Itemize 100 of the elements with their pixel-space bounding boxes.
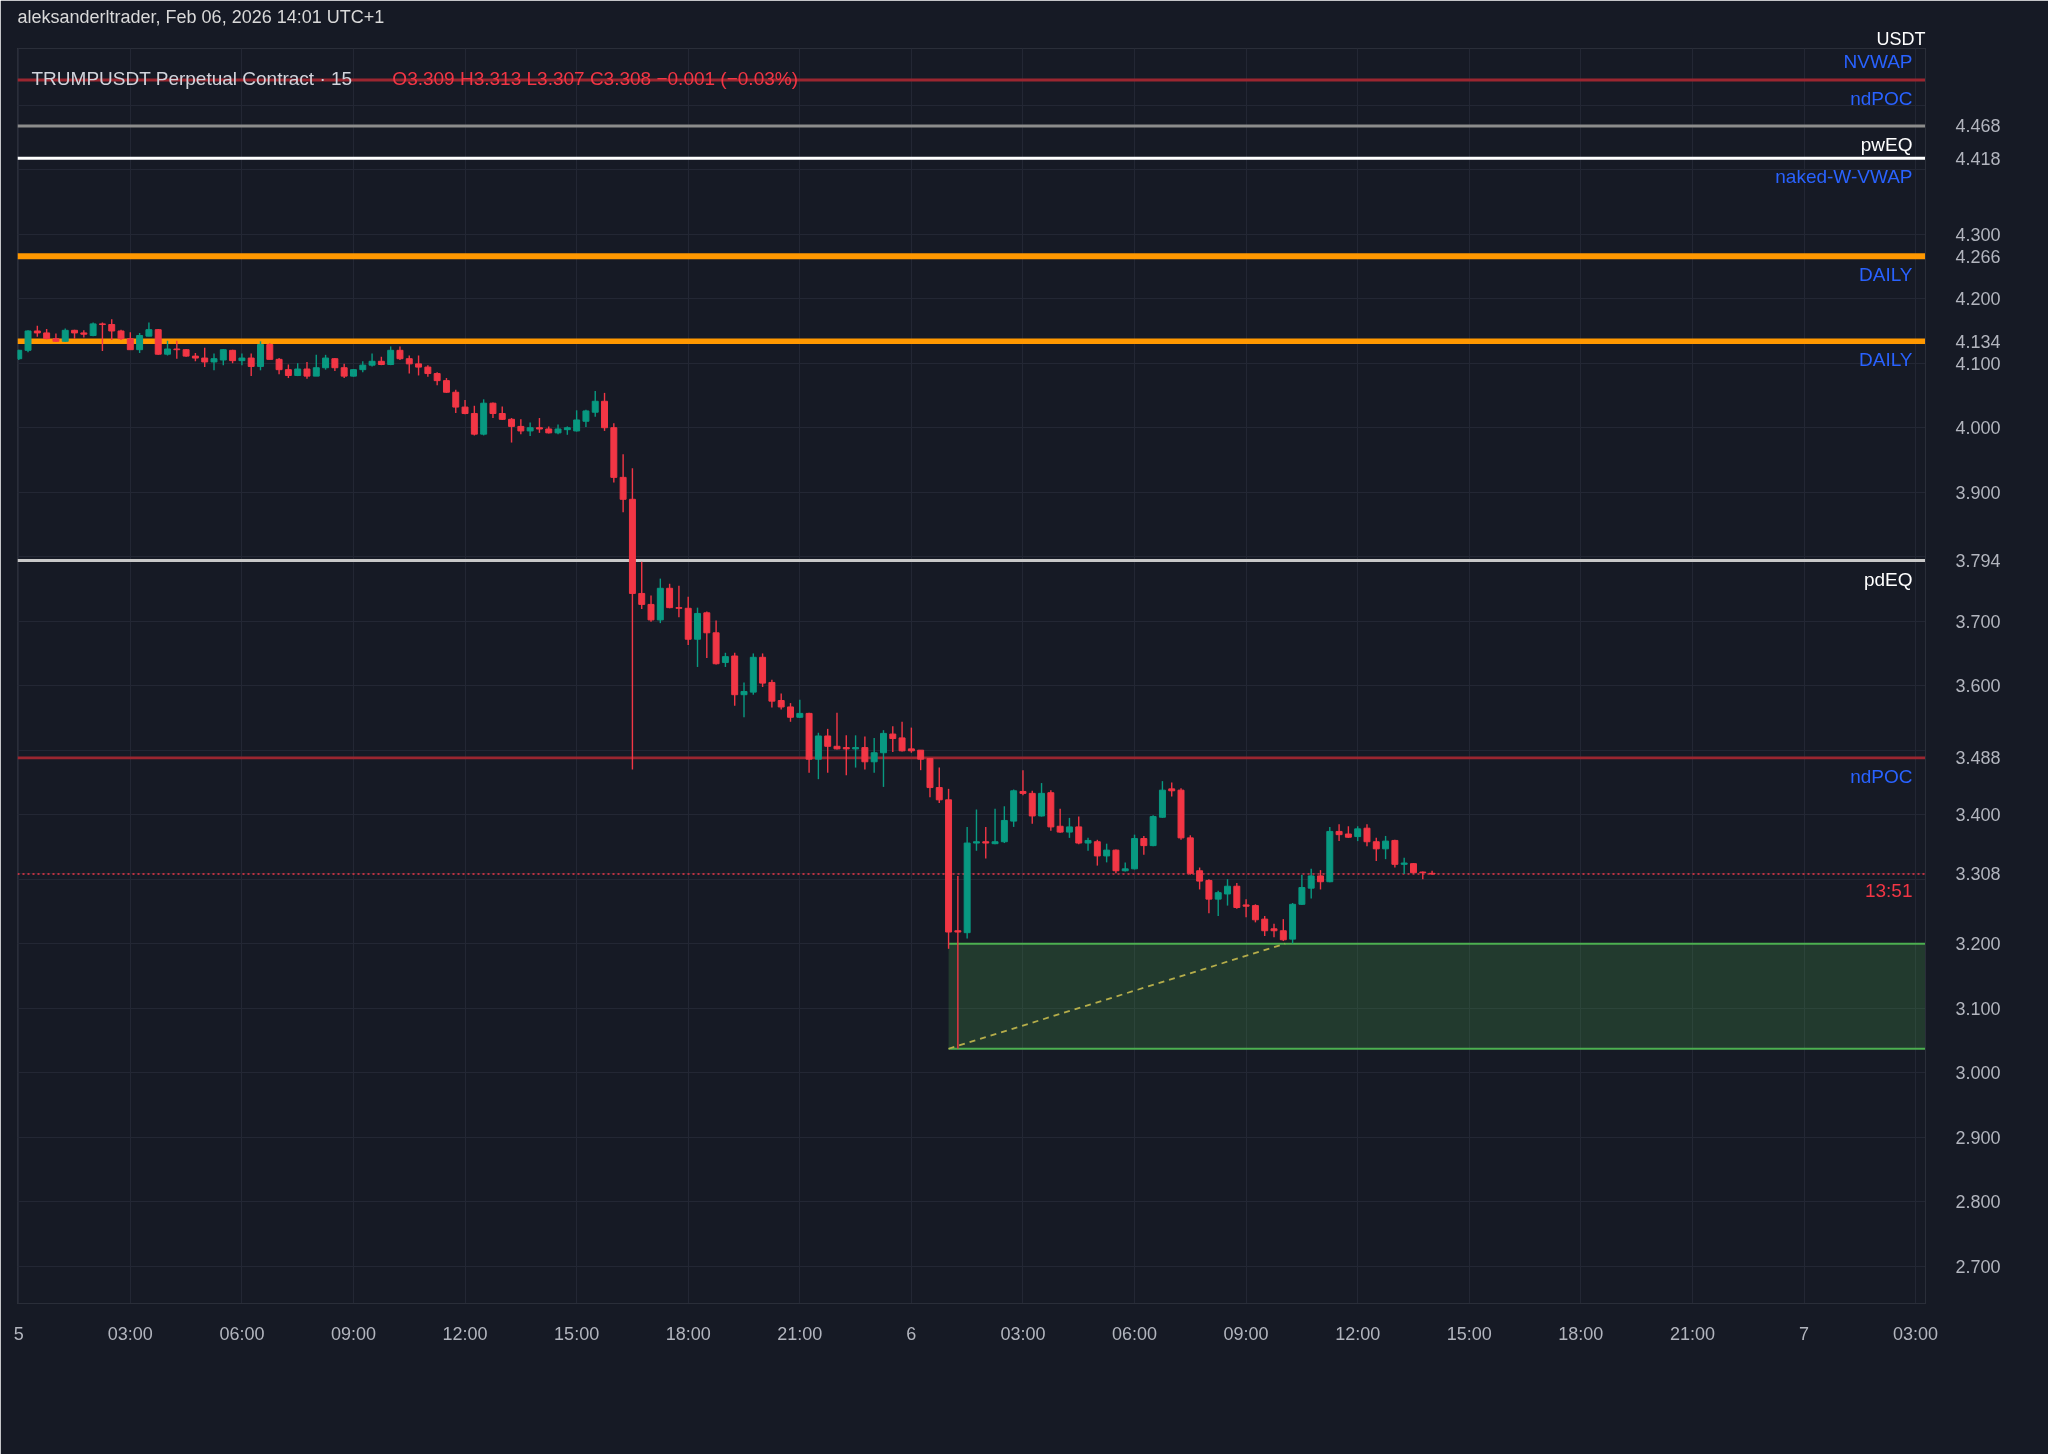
candlestick xyxy=(136,332,144,354)
ref-line-label: ndPOC xyxy=(1850,765,1913,787)
x-tick-label: 06:00 xyxy=(219,1323,265,1344)
candlestick xyxy=(619,453,627,513)
candlestick xyxy=(1242,898,1250,918)
candlestick xyxy=(675,585,683,619)
y-tick-label: 3.794 xyxy=(1955,551,2001,572)
candlestick xyxy=(1335,823,1343,842)
candlestick xyxy=(1084,837,1092,852)
candlestick xyxy=(842,734,850,777)
candlestick xyxy=(917,749,925,771)
candlestick xyxy=(1056,808,1064,834)
text: aleksanderltrader, Feb 06, 2026 14:01 UTC+1 xyxy=(17,6,385,27)
y-tick-label: 3.100 xyxy=(1955,998,2001,1019)
candlestick xyxy=(1093,839,1101,867)
candlestick xyxy=(1038,782,1046,818)
candlestick xyxy=(991,808,999,846)
y-tick-label: 4.300 xyxy=(1955,224,2001,245)
ref-line-label: DAILY xyxy=(1859,349,1913,371)
candlestick xyxy=(1251,903,1259,924)
candlestick xyxy=(935,766,943,804)
candlestick xyxy=(889,725,897,753)
candlestick xyxy=(907,726,915,754)
ref-line-label: pdEQ xyxy=(1863,568,1913,590)
x-tick-label: 7 xyxy=(1799,1323,1810,1344)
annotation: NVWAP xyxy=(1843,50,1913,72)
candlestick xyxy=(861,735,869,771)
candlestick xyxy=(1103,842,1111,864)
y-tick-label: 3.700 xyxy=(1955,611,2001,632)
candlestick xyxy=(415,354,423,377)
y-axis-title: USDT xyxy=(1876,28,1926,49)
x-tick-label: 09:00 xyxy=(330,1323,376,1344)
candlestick xyxy=(1382,835,1390,860)
candlestick xyxy=(452,388,460,414)
candlestick xyxy=(880,729,887,788)
candlestick xyxy=(1270,922,1278,938)
candlestick xyxy=(1214,890,1222,917)
candlestick xyxy=(1233,882,1241,910)
candlestick xyxy=(1205,878,1213,915)
candlestick xyxy=(1065,817,1073,839)
candlestick xyxy=(870,737,878,774)
y-tick-label: 3.400 xyxy=(1955,805,2001,826)
candlestick xyxy=(210,352,218,372)
y-tick-label: 4.418 xyxy=(1955,148,2001,169)
y-tick-label: 2.700 xyxy=(1955,1256,2001,1277)
ref-line-label: DAILY xyxy=(1859,264,1913,286)
candlestick xyxy=(405,354,413,375)
candlestick xyxy=(796,699,804,719)
candlestick xyxy=(1363,823,1371,847)
candlestick xyxy=(1028,790,1036,825)
x-tick-label: 03:00 xyxy=(1000,1323,1046,1344)
candlestick xyxy=(470,405,478,437)
y-tick-label: 3.200 xyxy=(1955,934,2001,955)
y-tick-label: 3.308 xyxy=(1955,864,2001,885)
y-tick-label: 4.000 xyxy=(1955,418,2001,439)
x-tick-label: 5 xyxy=(13,1323,24,1344)
x-tick-label: 06:00 xyxy=(1112,1323,1158,1344)
candlestick xyxy=(982,826,990,860)
candlestick xyxy=(638,561,646,610)
candlestick xyxy=(852,734,860,769)
candlestick xyxy=(740,681,748,718)
ref-line-label: pwEQ xyxy=(1860,133,1913,155)
candlestick xyxy=(312,354,320,377)
annotation: 13:51 xyxy=(1864,879,1913,901)
candlestick xyxy=(201,347,209,368)
candlestick xyxy=(1400,857,1408,875)
candlestick xyxy=(1140,835,1148,856)
candlestick xyxy=(173,339,181,360)
x-tick-label: 18:00 xyxy=(665,1323,711,1344)
candlestick xyxy=(1224,878,1231,907)
y-tick-label: 4.200 xyxy=(1955,289,2001,310)
y-tick-label: 4.134 xyxy=(1955,331,2001,352)
x-tick-label: 15:00 xyxy=(1446,1323,1492,1344)
x-tick-label: 21:00 xyxy=(777,1323,823,1344)
x-tick-label: 12:00 xyxy=(442,1323,488,1344)
y-tick-label: 3.900 xyxy=(1955,482,2001,503)
y-tick-label: 4.468 xyxy=(1955,116,2001,137)
candlestick xyxy=(824,728,832,774)
candlestick xyxy=(508,417,516,444)
candlestick xyxy=(787,702,794,723)
x-tick-label: 12:00 xyxy=(1335,1323,1381,1344)
y-tick-label: 2.900 xyxy=(1955,1127,2001,1148)
candlestick xyxy=(1307,868,1315,900)
candlestick xyxy=(833,712,841,751)
ref-line-label: ndPOC xyxy=(1850,88,1913,110)
x-tick-label: 15:00 xyxy=(554,1323,600,1344)
y-tick-label: 2.800 xyxy=(1955,1192,2001,1213)
candlestick xyxy=(1372,837,1380,862)
candlestick xyxy=(257,340,264,372)
candlestick xyxy=(1019,769,1027,797)
candlestick xyxy=(1261,915,1269,937)
x-tick-label: 03:00 xyxy=(107,1323,153,1344)
candlestick xyxy=(1391,839,1399,869)
y-tick-label: 4.266 xyxy=(1955,246,2001,267)
x-tick-label: 09:00 xyxy=(1223,1323,1269,1344)
x-tick-label: 6 xyxy=(906,1323,917,1344)
candlestick xyxy=(768,679,776,709)
candlestick xyxy=(972,808,980,852)
candlestick xyxy=(666,583,674,609)
y-tick-label: 3.600 xyxy=(1955,676,2001,697)
